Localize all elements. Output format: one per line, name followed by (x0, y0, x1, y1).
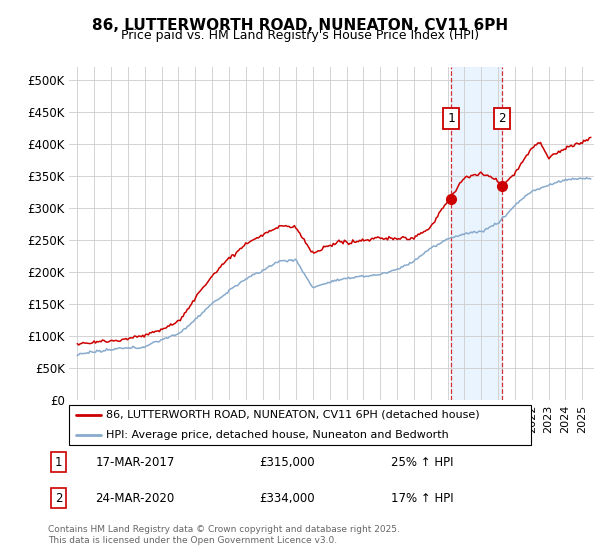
Text: 1: 1 (55, 456, 62, 469)
Text: 17-MAR-2017: 17-MAR-2017 (95, 456, 175, 469)
Text: Contains HM Land Registry data © Crown copyright and database right 2025.
This d: Contains HM Land Registry data © Crown c… (48, 525, 400, 545)
Text: £334,000: £334,000 (259, 492, 315, 505)
Text: 2: 2 (55, 492, 62, 505)
Text: HPI: Average price, detached house, Nuneaton and Bedworth: HPI: Average price, detached house, Nune… (106, 430, 449, 440)
Text: 24-MAR-2020: 24-MAR-2020 (95, 492, 175, 505)
Text: 2: 2 (498, 112, 506, 125)
Text: 86, LUTTERWORTH ROAD, NUNEATON, CV11 6PH (detached house): 86, LUTTERWORTH ROAD, NUNEATON, CV11 6PH… (106, 410, 479, 420)
Text: Price paid vs. HM Land Registry's House Price Index (HPI): Price paid vs. HM Land Registry's House … (121, 29, 479, 42)
Text: 1: 1 (448, 112, 455, 125)
Text: 17% ↑ HPI: 17% ↑ HPI (391, 492, 454, 505)
Text: 86, LUTTERWORTH ROAD, NUNEATON, CV11 6PH: 86, LUTTERWORTH ROAD, NUNEATON, CV11 6PH (92, 18, 508, 33)
Text: 25% ↑ HPI: 25% ↑ HPI (391, 456, 454, 469)
Text: £315,000: £315,000 (259, 456, 315, 469)
Bar (451, 67, 502, 400)
